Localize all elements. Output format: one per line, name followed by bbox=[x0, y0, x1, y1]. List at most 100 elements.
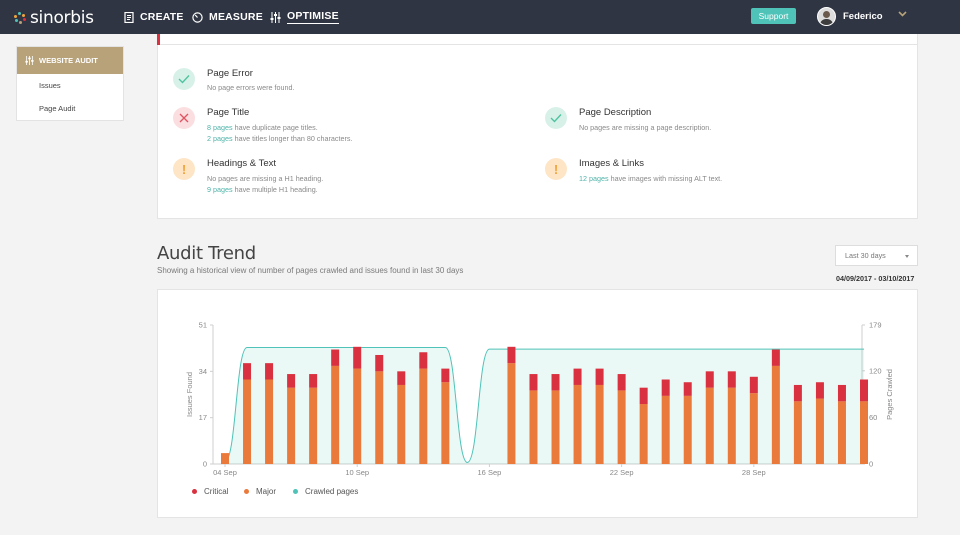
bar-major bbox=[815, 398, 824, 464]
bar-critical bbox=[639, 387, 648, 405]
x-tick-label: 10 Sep bbox=[345, 468, 369, 477]
bar-major bbox=[265, 379, 274, 464]
chevron-down-icon[interactable] bbox=[898, 11, 907, 17]
sliders-icon bbox=[25, 56, 34, 65]
bar-major bbox=[419, 368, 428, 464]
audit-trend-chart-svg: 0 17 34 51 0 60 120 179 Issues Found Pages Crawle… bbox=[185, 321, 894, 478]
bar-critical bbox=[441, 368, 450, 383]
check-detail: 9 pages have multiple H1 heading. bbox=[207, 185, 318, 194]
bar-critical bbox=[309, 374, 318, 388]
sidebar-item-page-audit[interactable]: Page Audit bbox=[39, 104, 76, 113]
y-tick-label-right: 0 bbox=[869, 460, 873, 469]
bar-major bbox=[771, 365, 780, 464]
y-tick-label-right: 179 bbox=[869, 321, 882, 330]
bar-major bbox=[529, 390, 538, 464]
bar-critical bbox=[529, 374, 538, 391]
legend-dot bbox=[293, 489, 298, 494]
bar-critical bbox=[243, 363, 252, 380]
sidebar-header-website-audit[interactable]: WEBSITE AUDIT bbox=[17, 47, 123, 74]
check-detail: 2 pages have titles longer than 80 chara… bbox=[207, 134, 353, 143]
x-tick-label: 22 Sep bbox=[610, 468, 634, 477]
check-warning-icon: ! bbox=[173, 158, 195, 180]
pages-link[interactable]: 9 pages bbox=[207, 185, 233, 194]
logo-dots-icon bbox=[14, 12, 26, 24]
sinorbis-logo[interactable]: sinorbis bbox=[14, 8, 94, 28]
check-detail: 12 pages have images with missing ALT te… bbox=[579, 174, 723, 183]
bar-major bbox=[287, 387, 296, 464]
bar-critical bbox=[551, 374, 560, 391]
nav-optimise[interactable]: OPTIMISE bbox=[270, 0, 339, 34]
bar-critical bbox=[617, 374, 626, 391]
bar-major bbox=[727, 387, 736, 464]
date-range-select[interactable]: Last 30 days bbox=[835, 245, 918, 266]
legend-label: Crawled pages bbox=[305, 487, 359, 496]
check-detail: No pages are missing a page description. bbox=[579, 123, 712, 132]
y-tick-label-right: 60 bbox=[869, 413, 877, 422]
legend-item-critical[interactable]: Critical bbox=[192, 487, 228, 496]
nav-measure-label: MEASURE bbox=[209, 11, 263, 23]
sidebar: WEBSITE AUDIT Issues Page Audit bbox=[16, 46, 124, 121]
bar-critical bbox=[860, 379, 868, 402]
bar-critical bbox=[507, 346, 516, 364]
x-tick-label: 28 Sep bbox=[742, 468, 766, 477]
legend-item-major[interactable]: Major bbox=[244, 487, 276, 496]
check-warning-icon: ! bbox=[545, 158, 567, 180]
top-navigation-bar: sinorbis CREATE MEASURE OPTIMISE Support… bbox=[0, 0, 960, 34]
legend-item-crawled-pages[interactable]: Crawled pages bbox=[293, 487, 358, 496]
nav-create-label: CREATE bbox=[140, 11, 184, 23]
caret-down-icon bbox=[905, 255, 909, 258]
bar-critical bbox=[705, 371, 714, 388]
bar-critical bbox=[771, 349, 780, 366]
bar-critical bbox=[353, 346, 362, 369]
legend-dot bbox=[192, 489, 197, 494]
check-title-images-links: Images & Links bbox=[579, 158, 644, 169]
user-avatar[interactable] bbox=[817, 7, 836, 26]
user-name[interactable]: Federico bbox=[843, 11, 883, 22]
y-tick-label-right: 120 bbox=[869, 366, 882, 375]
date-range-text: 04/09/2017 - 03/10/2017 bbox=[836, 274, 915, 283]
y-tick-label-left: 17 bbox=[199, 413, 207, 422]
bar-critical bbox=[683, 382, 692, 396]
bar-major bbox=[507, 363, 516, 464]
bar-major bbox=[749, 393, 758, 464]
bar-major bbox=[441, 382, 450, 464]
audit-trend-chart: 0 17 34 51 0 60 120 179 Issues Found Pages Crawle… bbox=[157, 289, 918, 518]
pages-link[interactable]: 12 pages bbox=[579, 174, 609, 183]
bar-major bbox=[705, 387, 714, 464]
audit-trend-subtitle: Showing a historical view of number of p… bbox=[157, 266, 464, 275]
bar-critical bbox=[661, 379, 670, 396]
y-axis-title-right: Pages Crawled bbox=[885, 369, 894, 420]
check-title-page-description: Page Description bbox=[579, 107, 652, 118]
bar-critical bbox=[419, 352, 428, 369]
sidebar-header-label: WEBSITE AUDIT bbox=[39, 56, 98, 65]
bar-major bbox=[661, 395, 670, 464]
document-icon bbox=[124, 11, 134, 23]
y-tick-label-left: 0 bbox=[203, 460, 207, 469]
bar-critical bbox=[287, 374, 296, 388]
bar-critical bbox=[815, 382, 824, 399]
sidebar-item-issues[interactable]: Issues bbox=[39, 81, 61, 90]
x-tick-label: 04 Sep bbox=[213, 468, 237, 477]
check-detail: No page errors were found. bbox=[207, 83, 295, 92]
pages-link[interactable]: 8 pages bbox=[207, 123, 233, 132]
bar-critical bbox=[265, 363, 274, 380]
legend-label: Critical bbox=[204, 487, 229, 496]
check-detail: No pages are missing a H1 heading. bbox=[207, 174, 324, 183]
bar-major bbox=[375, 371, 384, 464]
pages-link[interactable]: 2 pages bbox=[207, 134, 233, 143]
gauge-icon bbox=[192, 11, 203, 23]
support-button[interactable]: Support bbox=[751, 8, 796, 24]
check-ok-icon bbox=[173, 68, 195, 90]
nav-create[interactable]: CREATE bbox=[124, 0, 184, 34]
bar-major bbox=[573, 384, 582, 464]
nav-measure[interactable]: MEASURE bbox=[192, 0, 263, 34]
bar-critical bbox=[375, 354, 384, 372]
bar-critical bbox=[727, 371, 736, 388]
bar-critical bbox=[793, 384, 802, 402]
bar-major bbox=[617, 390, 626, 464]
legend-dot bbox=[244, 489, 249, 494]
bar-major bbox=[243, 379, 252, 464]
y-tick-label-left: 51 bbox=[199, 321, 207, 330]
y-axis-title-left: Issues Found bbox=[185, 372, 194, 417]
crawled-pages-line bbox=[224, 347, 864, 463]
